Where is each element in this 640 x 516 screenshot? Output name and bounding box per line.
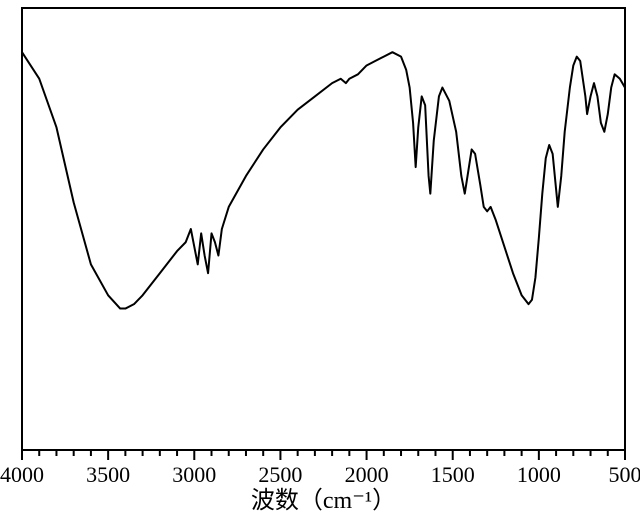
x-tick-label: 1500 xyxy=(431,462,475,487)
x-tick-label: 3000 xyxy=(172,462,216,487)
chart-svg: 4000 3500 3000 2500 2000 1500 1000 500 波数（cm⁻¹） xyxy=(0,0,640,516)
x-tick-label: 3500 xyxy=(86,462,130,487)
x-tick-label: 500 xyxy=(609,462,640,487)
x-tick-label: 2500 xyxy=(258,462,302,487)
ir-spectrum-chart: 4000 3500 3000 2500 2000 1500 1000 500 波数（cm⁻¹） xyxy=(0,0,640,516)
chart-background xyxy=(0,0,640,516)
x-tick-label: 4000 xyxy=(0,462,44,487)
x-tick-label: 1000 xyxy=(517,462,561,487)
x-tick-label: 2000 xyxy=(345,462,389,487)
x-axis-label: 波数（cm⁻¹） xyxy=(251,487,396,514)
